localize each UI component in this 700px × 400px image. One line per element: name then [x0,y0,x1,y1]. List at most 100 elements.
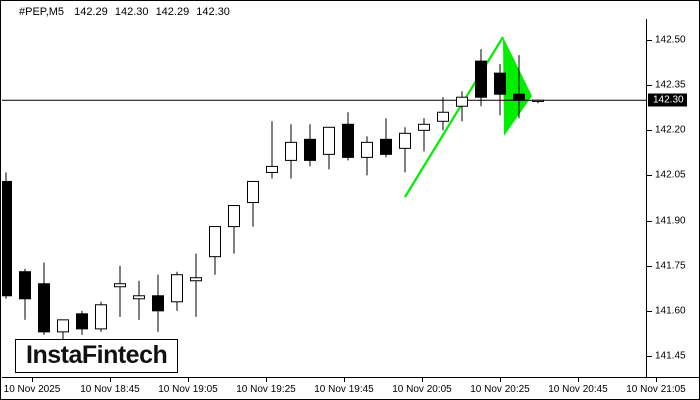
time-tick [578,378,579,382]
candle-body-bull [247,180,259,204]
price-tick [647,265,652,267]
candle-series [2,49,544,350]
candle [38,262,50,335]
candle [437,97,449,131]
candle [380,118,392,158]
ohlc-values: 142.29 142.30 142.29 142.30 [74,6,234,18]
candle [532,99,544,104]
price-axis-label: 141.75 [655,260,686,272]
instafintech-watermark: InstaFintech [15,339,179,373]
candle [19,268,31,320]
candle [95,301,107,332]
candle [228,205,240,254]
time-tick [422,378,423,382]
open-value: 142.29 [74,6,108,18]
symbol-timeframe-label: #PEP,M5 [19,6,65,18]
candle-body-bear [380,138,392,155]
time-axis-label: 10 Nov 19:25 [236,384,296,395]
time-tick [110,378,111,382]
candle [342,112,354,161]
candle-body-bull [532,99,544,102]
bearish-pennant-triangle [503,37,532,136]
time-axis-label: 10 Nov 18:45 [80,384,140,395]
time-axis-label: 10 Nov 20:05 [392,384,452,395]
candle-body-bear [38,283,50,333]
candle-body-bear [342,123,354,158]
candle-body-bear [304,138,316,161]
candle-body-bull [114,283,126,288]
current-price-label: 142.30 [648,93,687,107]
time-tick [266,378,267,382]
candle-body-bull [266,165,278,173]
candle [513,55,525,119]
candle-body-bull [456,96,468,107]
candlestick-svg [2,36,646,350]
price-tick [647,85,652,87]
time-axis-label: 10 Nov 20:45 [548,384,608,395]
time-axis-label: 10 Nov 19:05 [158,384,218,395]
candle [361,136,373,176]
candle [456,91,468,122]
price-axis-label: 142.35 [655,79,686,91]
candle-body-bull [361,141,373,158]
price-axis-label: 142.50 [655,34,686,46]
candle [133,280,145,320]
time-tick [344,378,345,382]
candle [76,310,88,335]
candle-body-bull [57,319,69,333]
price-axis-label: 142.20 [655,124,686,136]
candle-body-bear [475,60,487,98]
candle [266,121,278,179]
candle [190,253,202,317]
candle-body-bull [399,132,411,149]
price-axis[interactable]: 142.50 142.35 142.20 142.05 141.90 141.75 141.… [646,19,699,377]
candle-body-bull [190,277,202,282]
candle [323,126,335,170]
watermark-label: InstaFintech [26,341,168,369]
candle [399,127,411,173]
candle-body-bear [76,313,88,330]
price-tick [647,175,652,177]
candle-body-bull [171,274,183,303]
candle-body-bear [152,295,164,312]
symbol-quote-header: #PEP,M5 142.29 142.30 142.29 142.30 [19,6,234,18]
candle-body-bull [418,123,430,131]
time-axis-label: 10 Nov 2025 [3,384,61,395]
candle-body-bull [228,205,240,228]
time-tick [500,378,501,382]
candle-body-bear [494,72,506,95]
close-value: 142.30 [196,6,230,18]
candle-body-bull [285,141,297,161]
time-tick [656,378,657,382]
time-axis[interactable]: 10 Nov 2025 10 Nov 18:45 10 Nov 19:05 10 No… [2,377,699,399]
time-axis-label: 10 Nov 19:45 [314,384,374,395]
candle-body-bull [323,126,335,155]
price-axis-label: 141.45 [655,350,686,362]
price-plot-area[interactable] [2,19,646,377]
price-tick [647,355,652,357]
candle-body-bear [19,271,31,300]
candle [2,172,12,299]
price-axis-label: 141.60 [655,305,686,317]
candle-body-bear [2,180,12,297]
candle-body-bear [513,93,525,101]
candle [171,271,183,311]
price-axis-label: 141.90 [655,215,686,227]
candle-body-bull [209,226,221,258]
time-axis-label: 10 Nov 21:05 [626,384,686,395]
time-tick [32,378,33,382]
time-axis-label: 10 Nov 20:25 [470,384,530,395]
candle [152,274,164,332]
candle-body-bull [437,111,449,122]
candle [418,118,430,152]
high-value: 142.30 [114,6,149,18]
candle [494,64,506,116]
candle-body-bull [133,295,145,300]
candle [475,49,487,107]
uptrend-support-line [404,36,504,198]
price-tick [647,40,652,42]
low-value: 142.29 [155,6,190,18]
candle [304,124,316,167]
candle [209,226,221,275]
